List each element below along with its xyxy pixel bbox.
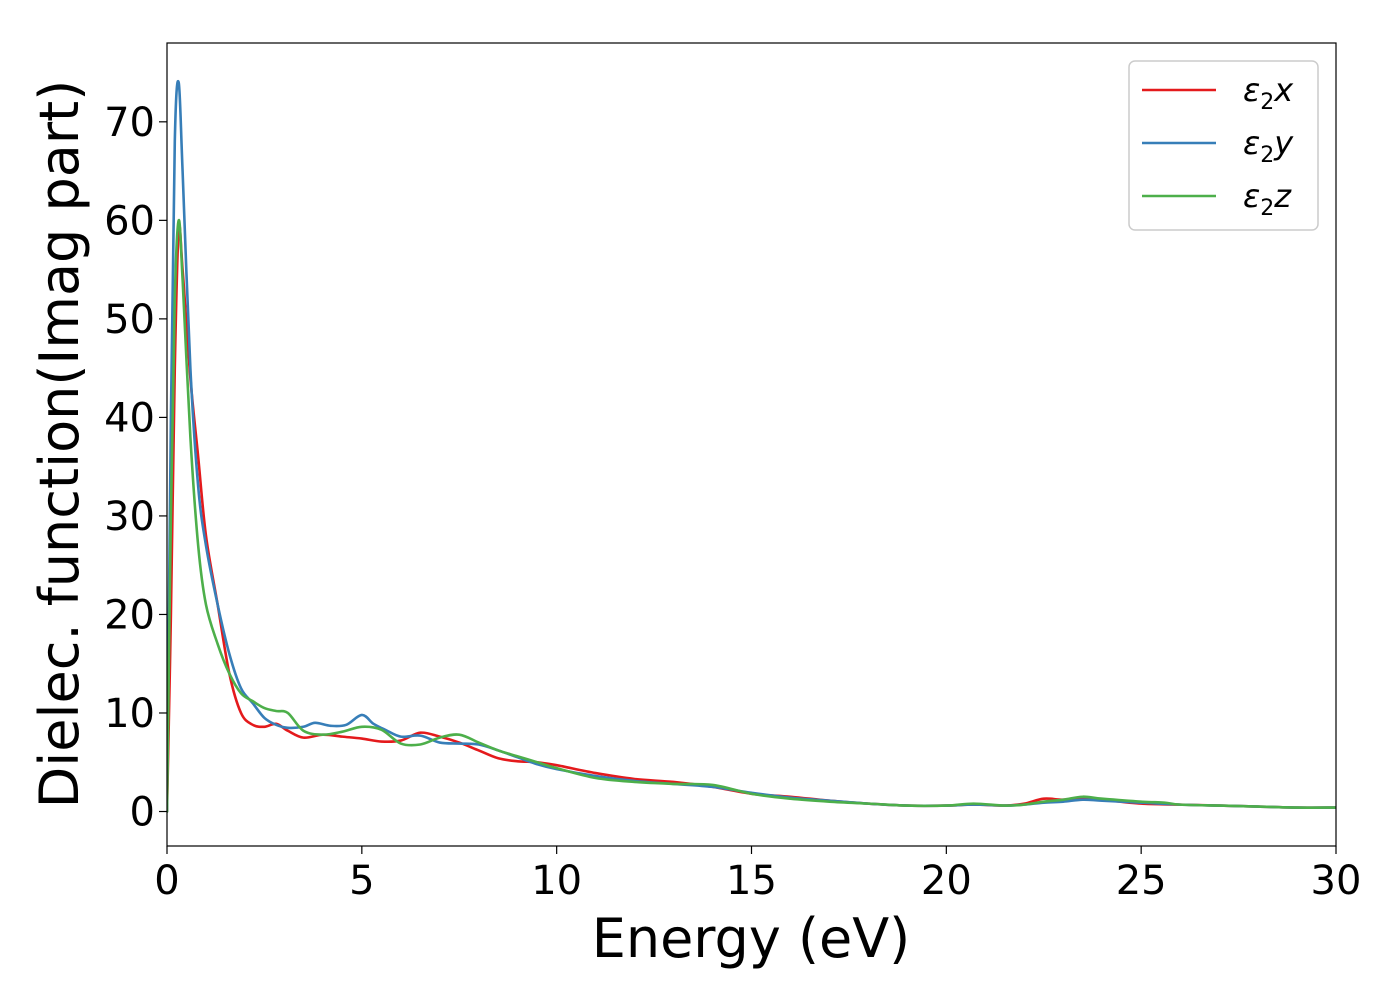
- y-tick-label: 10: [104, 691, 155, 737]
- x-axis-title: Energy (eV): [592, 907, 911, 970]
- legend-label-y: ε2y: [1243, 124, 1294, 168]
- legend: ε2x ε2y ε2z: [1128, 60, 1319, 231]
- legend-box: [1128, 60, 1319, 231]
- x-tick-label: 30: [1311, 858, 1362, 904]
- legend-label-z: ε2z: [1243, 177, 1292, 221]
- y-axis-title: Dielec. function(Imag part): [28, 80, 91, 809]
- series-line-z: [167, 219, 1336, 813]
- x-tick-label: 15: [726, 858, 777, 904]
- series-line-x: [167, 224, 1336, 813]
- x-tick-label: 20: [921, 858, 972, 904]
- series-layer: [167, 80, 1336, 813]
- x-tick-label: 25: [1116, 858, 1167, 904]
- legend-label-x: ε2x: [1243, 71, 1294, 115]
- y-tick-label: 50: [104, 297, 155, 343]
- y-tick-label: 70: [104, 100, 155, 146]
- x-tick-label: 0: [154, 858, 179, 904]
- x-tick-label: 10: [531, 858, 582, 904]
- x-tick-label: 5: [349, 858, 374, 904]
- y-axis: 0 10 20 30 40 50 60 70: [104, 100, 167, 836]
- y-tick-label: 40: [104, 395, 155, 441]
- y-tick-label: 60: [104, 198, 155, 244]
- x-axis: 0 5 10 15 20 25 30: [154, 846, 1361, 904]
- y-tick-label: 0: [130, 790, 155, 836]
- y-tick-label: 30: [104, 494, 155, 540]
- y-tick-label: 20: [104, 592, 155, 638]
